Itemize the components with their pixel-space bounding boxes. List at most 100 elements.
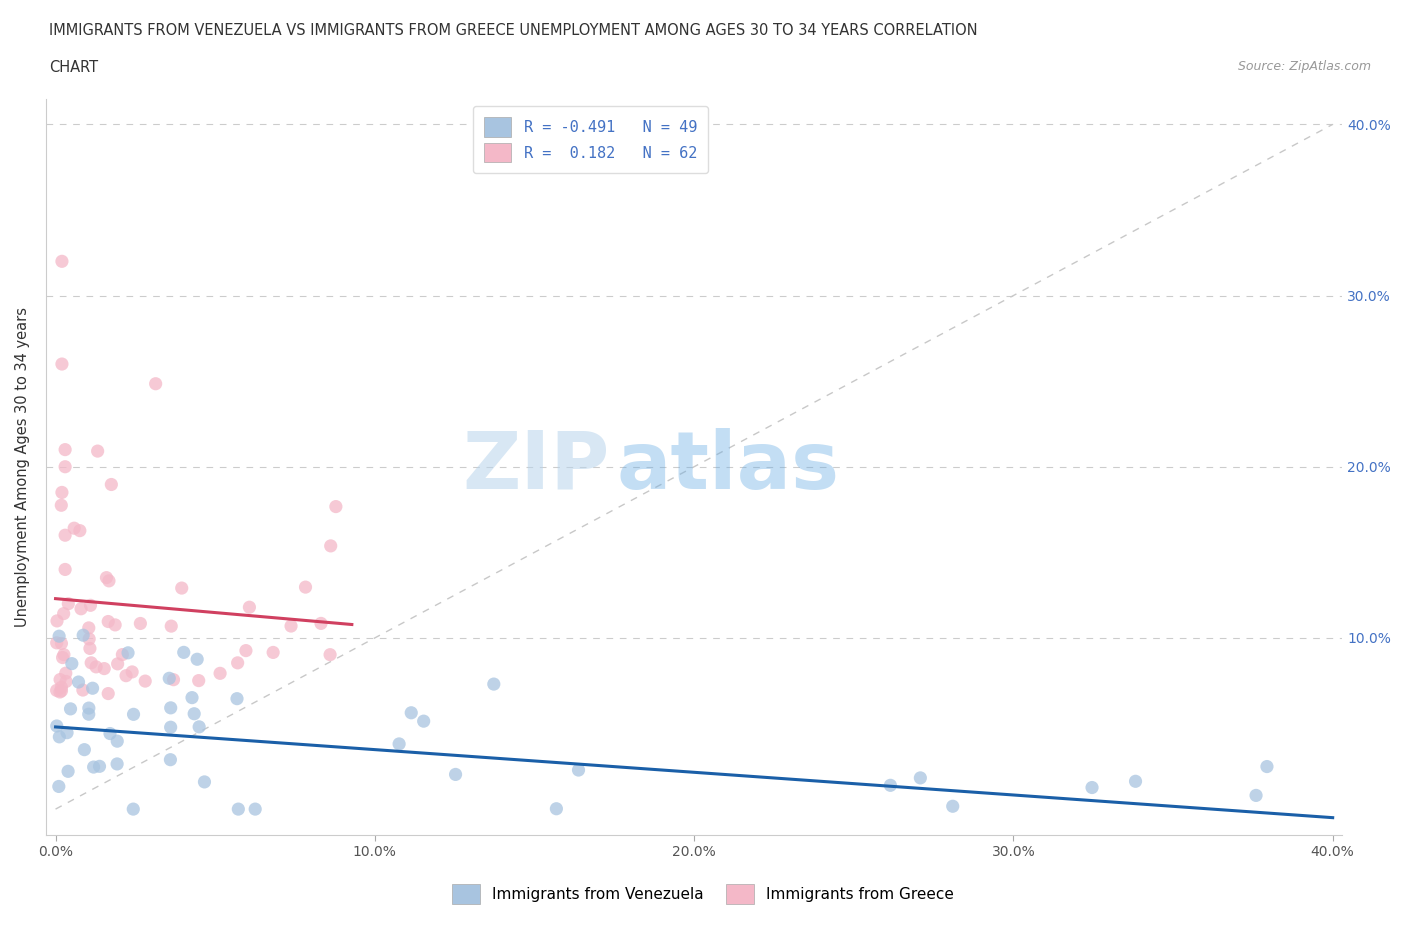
- Point: [111, 647, 134, 662]
- Point: [319, 647, 342, 662]
- Point: [56, 725, 79, 740]
- Point: [412, 713, 434, 728]
- Point: [170, 580, 193, 595]
- Point: [82, 681, 104, 696]
- Point: [59, 701, 82, 716]
- Point: [72, 683, 94, 698]
- Point: [309, 616, 332, 631]
- Point: [162, 672, 184, 687]
- Point: [209, 666, 232, 681]
- Point: [70, 602, 93, 617]
- Point: [60, 657, 83, 671]
- Point: [280, 618, 302, 633]
- Point: [55, 674, 77, 689]
- Point: [49, 672, 72, 687]
- Point: [67, 674, 90, 689]
- Point: [188, 720, 211, 735]
- Point: [186, 652, 208, 667]
- Point: [69, 524, 91, 538]
- Point: [51, 636, 73, 651]
- Point: [444, 767, 467, 782]
- Point: [79, 598, 101, 613]
- Point: [122, 802, 145, 817]
- Point: [53, 459, 76, 474]
- Point: [567, 763, 589, 777]
- Point: [173, 644, 195, 659]
- Point: [48, 779, 70, 794]
- Point: [1125, 774, 1147, 789]
- Point: [83, 760, 105, 775]
- Point: [235, 644, 257, 658]
- Point: [96, 570, 118, 585]
- Point: [159, 720, 181, 735]
- Point: [399, 705, 422, 720]
- Point: [942, 799, 965, 814]
- Point: [482, 677, 505, 692]
- Point: [45, 719, 67, 734]
- Point: [53, 527, 76, 542]
- Point: [77, 707, 100, 722]
- Point: [51, 356, 73, 371]
- Point: [546, 802, 568, 817]
- Point: [97, 574, 120, 589]
- Point: [226, 656, 249, 671]
- Point: [53, 442, 76, 457]
- Point: [104, 618, 127, 632]
- Point: [129, 616, 152, 631]
- Point: [183, 706, 205, 721]
- Legend: R = -0.491   N = 49, R =  0.182   N = 62: R = -0.491 N = 49, R = 0.182 N = 62: [474, 106, 707, 173]
- Point: [117, 645, 139, 660]
- Point: [157, 671, 180, 685]
- Point: [72, 628, 94, 643]
- Point: [245, 802, 267, 817]
- Point: [77, 631, 100, 646]
- Point: [319, 538, 342, 553]
- Point: [228, 802, 250, 817]
- Point: [187, 673, 209, 688]
- Text: IMMIGRANTS FROM VENEZUELA VS IMMIGRANTS FROM GREECE UNEMPLOYMENT AMONG AGES 30 T: IMMIGRANTS FROM VENEZUELA VS IMMIGRANTS …: [49, 23, 977, 38]
- Point: [51, 254, 73, 269]
- Point: [46, 614, 69, 629]
- Point: [181, 690, 204, 705]
- Point: [262, 645, 284, 660]
- Point: [77, 700, 100, 715]
- Point: [80, 656, 103, 671]
- Point: [238, 600, 260, 615]
- Text: CHART: CHART: [49, 60, 98, 75]
- Point: [1081, 780, 1104, 795]
- Point: [105, 756, 128, 771]
- Point: [105, 734, 128, 749]
- Point: [51, 498, 73, 512]
- Point: [115, 669, 138, 684]
- Point: [226, 691, 249, 706]
- Point: [73, 742, 96, 757]
- Point: [1256, 759, 1278, 774]
- Point: [910, 770, 932, 785]
- Point: [159, 752, 181, 767]
- Point: [93, 661, 115, 676]
- Point: [53, 562, 76, 577]
- Point: [84, 659, 107, 674]
- Point: [98, 726, 121, 741]
- Point: [48, 729, 70, 744]
- Point: [56, 764, 79, 778]
- Point: [159, 700, 181, 715]
- Point: [45, 635, 67, 650]
- Point: [1244, 788, 1267, 803]
- Point: [52, 606, 75, 621]
- Point: [325, 499, 347, 514]
- Point: [63, 521, 86, 536]
- Point: [51, 680, 73, 695]
- Point: [121, 665, 143, 680]
- Point: [48, 629, 70, 644]
- Point: [79, 641, 101, 656]
- Point: [52, 647, 75, 662]
- Point: [51, 485, 73, 499]
- Point: [160, 618, 183, 633]
- Point: [51, 684, 73, 698]
- Point: [294, 579, 316, 594]
- Point: [145, 377, 167, 392]
- Text: ZIP: ZIP: [463, 428, 610, 506]
- Point: [388, 737, 411, 751]
- Point: [52, 650, 75, 665]
